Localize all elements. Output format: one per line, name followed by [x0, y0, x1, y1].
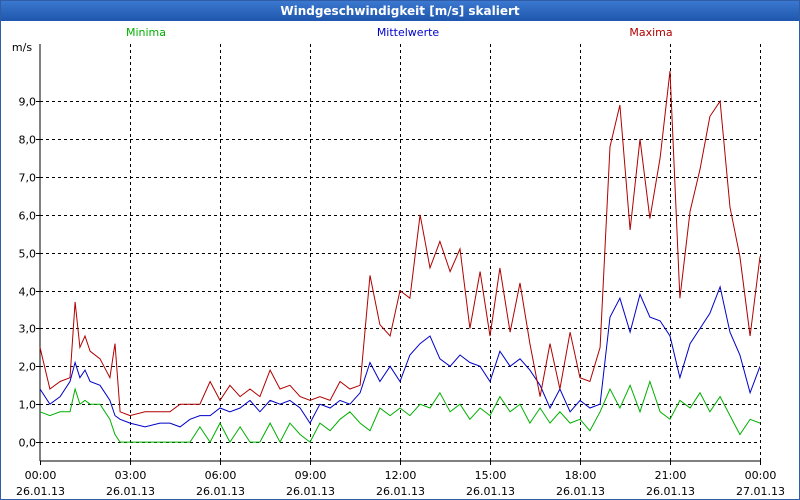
y-tick-label: 7,0: [19, 172, 37, 185]
chart-grid: [40, 44, 761, 461]
y-tick-label: 2,0: [19, 361, 37, 374]
x-tick-time: 00:00: [745, 469, 777, 482]
x-tick-date: 26.01.13: [286, 485, 335, 498]
y-tick-label: 6,0: [19, 210, 37, 223]
chart-series: [39, 70, 761, 444]
x-tick-date: 26.01.13: [196, 485, 245, 498]
y-tick-label: 0,0: [19, 437, 37, 450]
legend-minima: Minima: [126, 26, 166, 39]
x-tick-time: 09:00: [295, 469, 327, 482]
series-line-minima: [39, 379, 761, 444]
x-tick-date: 26.01.13: [376, 485, 425, 498]
x-tick-time: 21:00: [655, 469, 687, 482]
x-tick-date: 26.01.13: [106, 485, 155, 498]
y-tick-label: 4,0: [19, 286, 37, 299]
x-tick-time: 00:00: [25, 469, 57, 482]
x-tick-time: 12:00: [385, 469, 417, 482]
series-line-maxima: [39, 70, 761, 417]
x-tick-time: 06:00: [205, 469, 237, 482]
window-title: Windgeschwindigkeit [m/s] skaliert: [1, 1, 799, 21]
x-tick-date: 26.01.13: [466, 485, 515, 498]
chart-legend: Minima Mittelwerte Maxima: [126, 26, 673, 39]
y-tick-label: 5,0: [19, 248, 37, 261]
x-tick-date: 27.01.13: [736, 485, 785, 498]
x-tick-date: 26.01.13: [16, 485, 65, 498]
x-tick-date: 26.01.13: [646, 485, 695, 498]
x-tick-date: 26.01.13: [556, 485, 605, 498]
y-tick-label: 8,0: [19, 134, 37, 147]
series-line-mittelwerte: [39, 285, 761, 428]
y-axis-label: m/s: [12, 41, 32, 54]
x-tick-time: 03:00: [115, 469, 147, 482]
legend-maxima: Maxima: [629, 26, 672, 39]
y-tick-label: 1,0: [19, 399, 37, 412]
legend-mittelwerte: Mittelwerte: [377, 26, 440, 39]
y-tick-label: 9,0: [19, 96, 37, 109]
chart-axes: [36, 44, 761, 465]
y-tick-label: 3,0: [19, 323, 37, 336]
x-tick-time: 15:00: [475, 469, 507, 482]
chart-ticks: 0,0 1,0 2,0 3,0 4,0 5,0 6,0 7,0 8,0 9,0 00:00 26.01…: [16, 96, 785, 499]
x-tick-time: 18:00: [565, 469, 597, 482]
